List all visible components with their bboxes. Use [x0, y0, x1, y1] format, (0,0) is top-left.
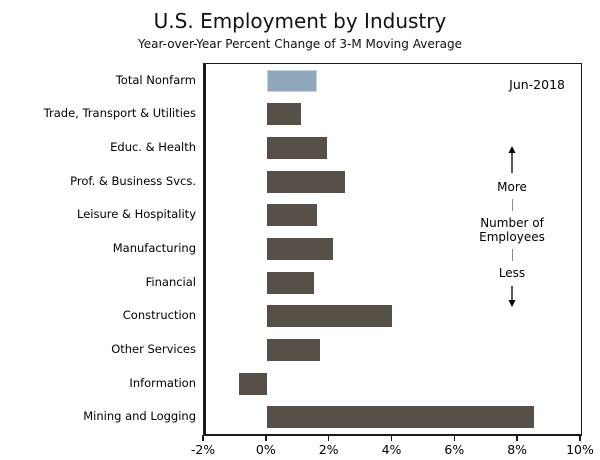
category-label: Trade, Transport & Utilities [43, 106, 196, 121]
category-label: Prof. & Business Svcs. [70, 173, 196, 188]
x-tick-mark [390, 435, 393, 441]
x-tick-mark [579, 435, 581, 441]
category-label: Leisure & Hospitality [76, 207, 196, 222]
chart-title: U.S. Employment by Industry [153, 9, 447, 33]
x-tick-mark [327, 435, 330, 441]
x-tick-label: 2% [318, 442, 339, 457]
x-axis-ticks [202, 435, 581, 442]
category-label: Total Nonfarm [115, 72, 196, 87]
employees-annotation: More Number of Employees Less [470, 146, 554, 307]
separator-line-top [511, 199, 513, 211]
chart-subtitle: Year-over-Year Percent Change of 3-M Mov… [138, 37, 462, 51]
less-label: Less [498, 266, 526, 280]
x-tick-label: 8% [507, 442, 528, 457]
x-tick-label: 10% [566, 442, 594, 457]
x-tick-mark [453, 435, 456, 441]
date-annotation: Jun-2018 [509, 77, 565, 92]
bar-financial [266, 271, 314, 294]
category-label: Manufacturing [112, 241, 196, 255]
category-label: Other Services [111, 341, 196, 356]
bar-manufacturing [266, 238, 333, 260]
bar-information [238, 372, 267, 395]
category-label: Educ. & Health [110, 140, 196, 155]
x-tick-mark [516, 435, 518, 441]
bar-educ-health [266, 137, 327, 160]
category-label: Financial [145, 274, 196, 289]
plot-area: Jun-2018 More Number of Employees Less [203, 63, 582, 436]
category-labels: Total Nonfarm Trade, Transport & Utilitie… [0, 63, 196, 433]
bar-trade-transport-utilities [266, 103, 302, 126]
category-label: Mining and Logging [83, 409, 196, 424]
bar-other-services [266, 338, 321, 361]
category-label: Information [129, 375, 196, 390]
employees-label: Employees [479, 230, 545, 244]
more-label: More [497, 180, 527, 194]
x-axis-labels: -2% 0% 2% 4% 6% 8% 10% [191, 442, 594, 458]
bar-leisure-hospitality [266, 204, 318, 227]
arrow-down-icon [508, 286, 516, 307]
x-tick-mark [202, 435, 204, 441]
x-tick-label: -2% [190, 442, 216, 457]
bar-construction [266, 305, 393, 328]
x-tick-label: 6% [444, 442, 465, 457]
x-tick-mark [265, 435, 267, 441]
bar-mining-and-logging [266, 406, 534, 429]
category-label: Construction [122, 308, 196, 323]
bar-prof-business-svcs [266, 170, 346, 193]
arrow-up-icon [508, 146, 516, 173]
separator-line-bottom [511, 249, 513, 261]
x-tick-label: 4% [381, 442, 402, 457]
number-of-label: Number of [480, 216, 544, 230]
zero-axis-line [204, 64, 206, 434]
bar-total-nonfarm [266, 69, 318, 92]
x-tick-label: 0% [255, 442, 276, 457]
